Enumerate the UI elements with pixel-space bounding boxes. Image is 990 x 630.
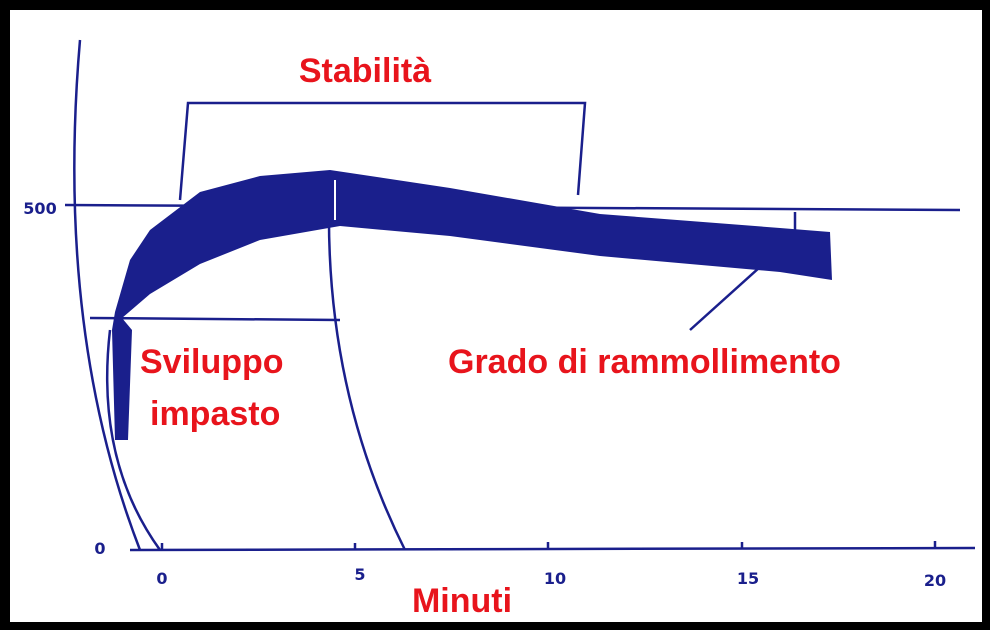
x-axis — [129, 546, 976, 552]
label-stability: Stabilità — [299, 52, 431, 90]
stability-bracket — [178, 101, 587, 201]
label-development: Sviluppo — [140, 343, 284, 381]
x-tick-label: 15 — [737, 569, 759, 588]
arc-development — [327, 174, 407, 551]
y-tick-label: 500 — [23, 199, 56, 218]
x-tick-label: 20 — [924, 571, 946, 590]
x-tick-label: 10 — [544, 569, 566, 588]
arc-start — [105, 329, 162, 551]
x-tick-label: 0 — [156, 569, 167, 588]
label-development: impasto — [150, 395, 280, 433]
x-tick-label: 5 — [354, 565, 365, 584]
y-tick-label: 0 — [94, 539, 105, 558]
curve-band — [112, 170, 832, 440]
canvas — [10, 10, 982, 622]
tick-marks — [160, 541, 937, 550]
development-bracket — [89, 316, 341, 322]
label-softening: Grado di rammollimento — [448, 343, 841, 381]
arc-left — [73, 39, 142, 551]
x-axis-title: Minuti — [412, 582, 512, 620]
